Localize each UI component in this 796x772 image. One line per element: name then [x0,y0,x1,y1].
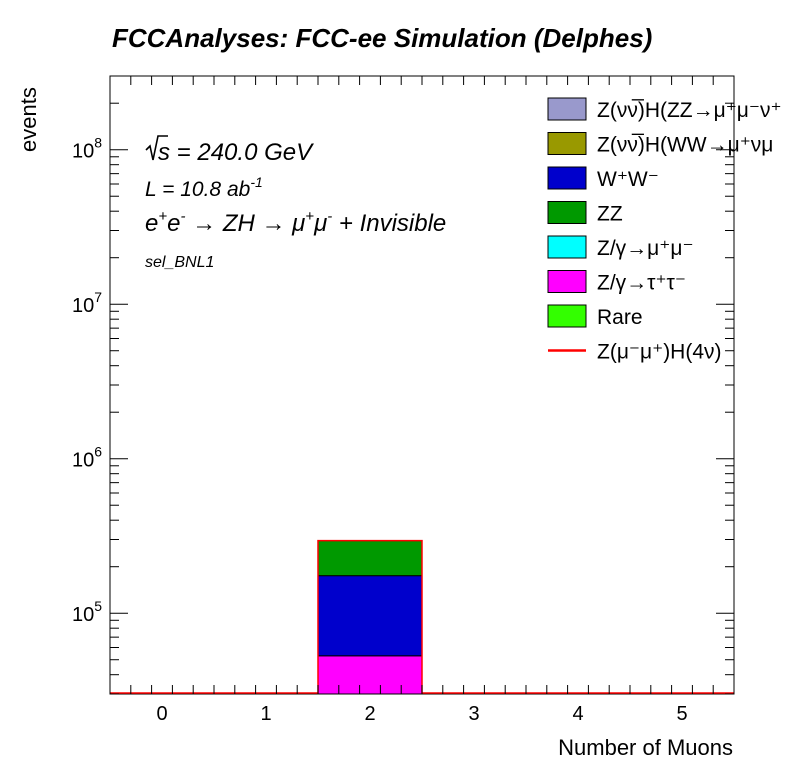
legend-swatch [547,270,587,293]
bars-layer [317,540,423,695]
legend: Z(νν̅)H(ZZ→μ⁺μ⁻ν⁺ Z(νν̅)H(WW→μ⁺νμ W⁺W⁻ ZZ Z/… [547,97,782,364]
signal-line [110,539,734,694]
bar-zz-2 [317,540,423,577]
bar-w-w--1 [317,575,423,657]
selection-label: sel_BNL1 [145,254,214,271]
x-tick-label: 0 [156,703,167,725]
x-tick-label: 1 [260,703,271,725]
luminosity-label: L = 10.8 ab-1 [145,174,263,201]
legend-label: ZZ [597,203,623,226]
legend-label: Z(μ⁻μ⁺)H(4ν) [597,341,722,364]
bar-z--0 [317,655,423,695]
x-tick-label: 2 [364,703,375,725]
legend-label: Z/γ→μ⁺μ⁻ [597,237,694,260]
legend-label: Z(νν̅)H(WW→μ⁺νμ [597,134,773,157]
legend-label: Z/γ→τ⁺τ⁻ [597,272,686,295]
y-tick-label: 106 [72,444,102,472]
x-axis-label: Number of Muons [558,735,733,760]
legend-swatch [547,166,587,190]
sqrt-sign [145,135,168,161]
energy-label: s = 240.0 GeV [158,139,314,166]
legend-label: Z(νν̅)H(ZZ→μ⁺μ⁻ν⁺ [597,99,782,122]
y-axis-ticks: 105 106 107 108 [72,75,734,695]
annotations: s = 240.0 GeV L = 10.8 ab-1 e+e- → ZH → … [145,135,446,271]
x-tick-label: 5 [676,703,687,725]
x-axis-ticks: 0 1 2 3 4 5 [109,76,735,725]
legend-swatch [547,304,587,328]
y-tick-label: 105 [72,598,102,626]
x-tick-label: 3 [468,703,479,725]
x-tick-label: 4 [572,703,583,725]
legend-label: Rare [597,306,643,329]
y-tick-label: 108 [72,135,102,163]
process-label: e+e- → ZH → μ+μ- + Invisible [145,208,446,237]
y-axis-label: events [16,87,41,152]
legend-swatch [547,97,587,121]
signal-layer [110,539,734,694]
legend-label: W⁺W⁻ [597,168,659,191]
chart-title: FCCAnalyses: FCC-ee Simulation (Delphes) [112,23,652,53]
y-tick-label: 107 [72,289,102,317]
legend-swatch [547,201,587,224]
legend-swatch [547,132,587,155]
legend-swatch [547,235,587,259]
